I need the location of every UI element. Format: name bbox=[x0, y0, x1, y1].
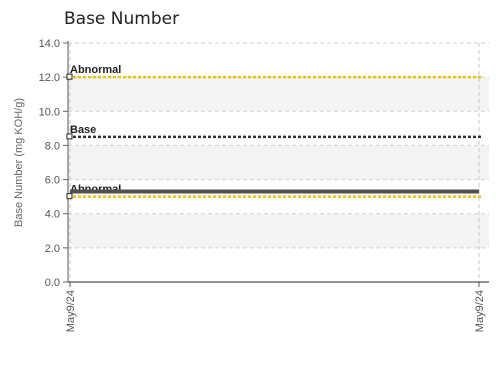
chart-title: Base Number bbox=[64, 9, 180, 29]
x-tick-label: May9/24 bbox=[65, 290, 77, 332]
y-tick-label: 0.0 bbox=[45, 277, 60, 289]
y-tick-label: 14.0 bbox=[39, 38, 60, 50]
grid-band bbox=[68, 213, 489, 248]
reference-marker bbox=[66, 73, 73, 80]
reference-marker bbox=[66, 133, 73, 140]
y-tick-label: 12.0 bbox=[39, 72, 60, 84]
grid-band bbox=[68, 145, 489, 180]
y-tick-label: 4.0 bbox=[45, 209, 60, 221]
y-tick-label: 10.0 bbox=[39, 106, 60, 118]
grid-band bbox=[68, 77, 489, 112]
reference-label: Abnormal bbox=[70, 64, 121, 76]
y-tick-label: 6.0 bbox=[45, 175, 60, 187]
y-axis-label: Base Number (mg KOH/g) bbox=[13, 98, 25, 227]
reference-label: Base bbox=[70, 124, 96, 136]
y-tick-label: 2.0 bbox=[45, 243, 60, 255]
reference-marker bbox=[66, 193, 73, 200]
y-tick-label: 8.0 bbox=[45, 140, 60, 152]
x-tick-label: May9/24 bbox=[474, 290, 486, 332]
